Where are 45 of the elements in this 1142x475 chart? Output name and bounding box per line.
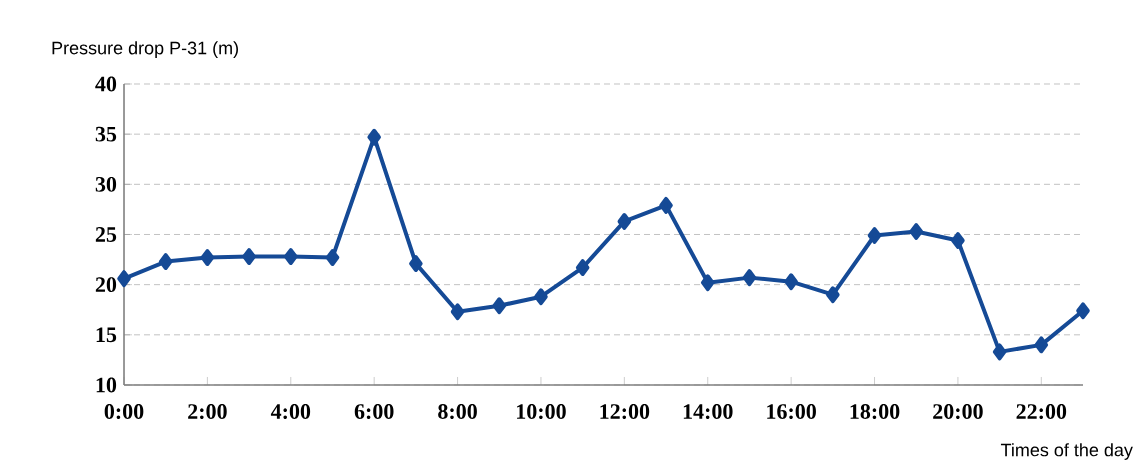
y-tick-label: 35 [95,126,117,142]
point [409,255,423,272]
point [826,286,840,304]
y-tick-label: 10 [96,377,117,393]
point [784,273,798,291]
point [867,227,882,244]
point [158,253,173,270]
x-tick-label: 16:00 [767,404,816,419]
y-axis-title: Pressure drop P-31 (m) [52,41,238,58]
point [200,249,215,266]
x-tick-label: 2:00 [188,404,227,419]
x-tick-label: 8:00 [438,404,477,419]
point [450,303,465,321]
point [283,248,298,265]
point [575,259,590,276]
x-tick-label: 6:00 [354,404,394,419]
y-tick-label: 20 [95,277,117,293]
y-tick-label: 30 [95,176,117,192]
x-tick-label: 20:00 [933,404,983,419]
x-tick-label: 18:00 [850,404,900,419]
point [117,270,131,288]
point [617,213,632,230]
y-tick-label: 15 [96,327,117,343]
point [367,128,381,146]
point [659,196,673,214]
x-tick-label: 22:00 [1016,404,1067,419]
y-tick-label: 25 [95,227,117,242]
x-axis-title: Times of the day [1000,443,1133,460]
point [492,297,507,315]
point [909,223,924,240]
x-tick-label: 14:00 [683,404,733,419]
point [700,274,715,292]
point [242,248,256,265]
point [1076,302,1090,320]
x-tick-label: 10:00 [517,404,566,419]
x-tick-label: 4:00 [270,404,311,419]
x-tick-label: 12:00 [600,404,650,419]
point [1034,336,1049,354]
point [325,249,340,266]
x-tick-label: 0:00 [104,404,144,419]
point [742,269,757,287]
point [534,288,548,306]
point [951,232,965,249]
y-tick-label: 40 [95,76,117,92]
point [992,343,1007,361]
